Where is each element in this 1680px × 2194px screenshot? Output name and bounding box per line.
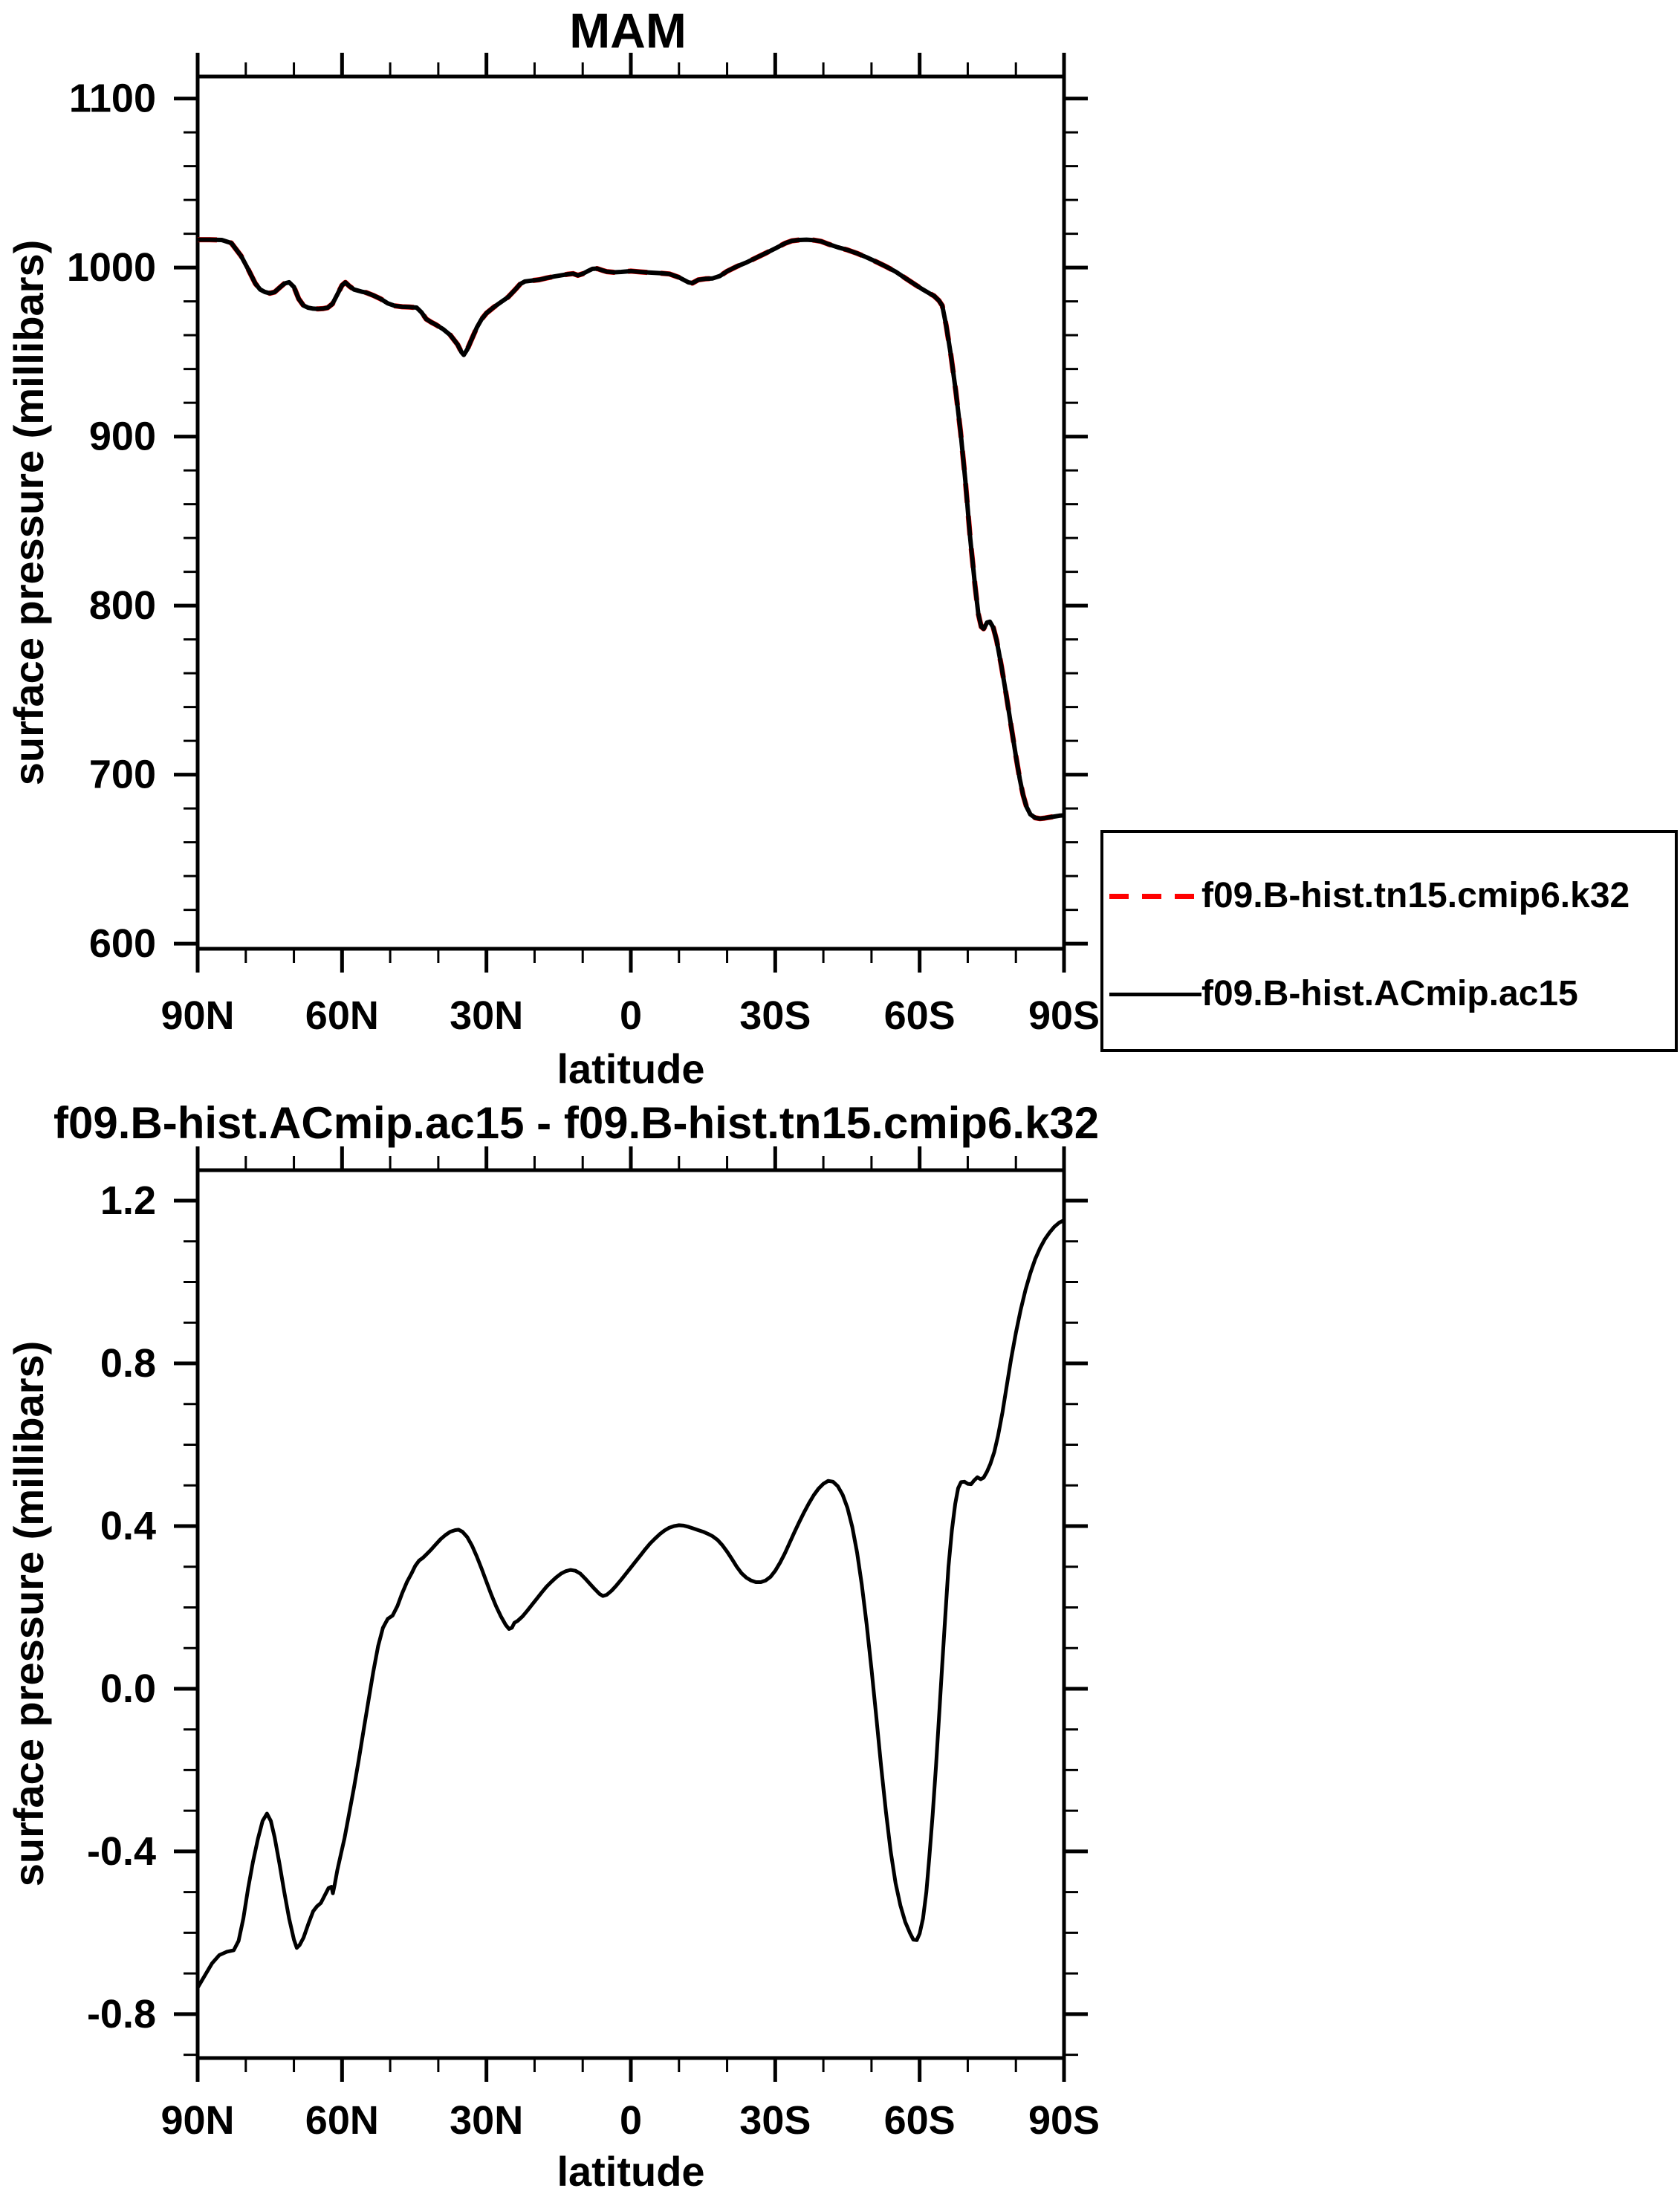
y-tick-label: -0.8	[87, 1992, 156, 2036]
x-tick-label: 60S	[884, 993, 956, 1038]
y-tick-label: 700	[89, 753, 156, 797]
x-tick-label: 90N	[160, 993, 234, 1038]
y-tick-label: -0.4	[87, 1829, 156, 1874]
bottom-chart-title: f09.B-hist.ACmip.ac15 - f09.B-hist.tn15.…	[53, 1098, 1099, 1148]
top-chart-y-axis-title: surface pressure (millibars)	[5, 240, 52, 786]
series-line-f09-b-hist-acmip-ac15-minus-f09-b-hist-tn15-cmip6-k32	[195, 1218, 1066, 1989]
x-tick-label: 30S	[739, 2098, 811, 2143]
red-dashed-line-sample-icon	[1109, 893, 1201, 899]
x-tick-label: 30N	[450, 2098, 523, 2143]
x-tick-label: 60N	[305, 2098, 379, 2143]
top-chart-plot-area: 90N 60N 30N 0 30S 60S 90S 1100 1000 900 800 700 600	[67, 53, 1100, 1038]
bottom-chart-x-axis-title: latitude	[557, 2148, 704, 2194]
bottom-chart-plot-area: 90N 60N 30N 0 30S 60S 90S 1.2 0.8 0.4 0.0 -0.4 -0.8	[87, 1146, 1100, 2143]
y-tick-label: 900	[89, 415, 156, 459]
legend-item-tn15: f09.B-hist.tn15.cmip6.k32	[1109, 859, 1667, 933]
x-tick-label: 0	[620, 993, 642, 1038]
legend: f09.B-hist.tn15.cmip6.k32 f09.B-hist.ACm…	[1100, 830, 1678, 1052]
top-chart-title: MAM	[569, 3, 687, 58]
plot-frame	[195, 1168, 1066, 2060]
bottom-chart-y-axis-title: surface pressure (millibars)	[5, 1341, 52, 1887]
x-tick-label: 0	[620, 2098, 642, 2143]
series-line-f09-b-hist-tn15-cmip6-k32	[198, 237, 1065, 822]
x-tick-label: 90S	[1028, 993, 1100, 1038]
legend-item-acmip: f09.B-hist.ACmip.ac15	[1109, 957, 1667, 1031]
legend-label-acmip: f09.B-hist.ACmip.ac15	[1201, 974, 1578, 1013]
y-tick-label: 0.0	[100, 1666, 156, 1711]
y-tick-label: 0.8	[100, 1341, 156, 1386]
x-tick-label: 60S	[884, 2098, 956, 2143]
series-line-f09-b-hist-acmip-ac15	[198, 237, 1065, 821]
y-tick-label: 1.2	[100, 1178, 156, 1223]
y-tick-label: 1100	[69, 77, 156, 121]
y-tick-label: 600	[89, 921, 156, 966]
y-tick-label: 1000	[67, 245, 156, 290]
y-tick-label: 0.4	[100, 1504, 156, 1548]
top-chart-x-axis-title: latitude	[557, 1045, 704, 1092]
black-solid-line-sample-icon	[1109, 992, 1201, 996]
x-tick-label: 30S	[739, 993, 811, 1038]
x-tick-label: 30N	[450, 993, 523, 1038]
y-tick-label: 800	[89, 583, 156, 628]
x-tick-label: 90N	[160, 2098, 234, 2143]
legend-label-tn15: f09.B-hist.tn15.cmip6.k32	[1201, 876, 1630, 915]
x-tick-label: 60N	[305, 993, 379, 1038]
plot-frame	[195, 74, 1066, 951]
x-tick-label: 90S	[1028, 2098, 1100, 2143]
